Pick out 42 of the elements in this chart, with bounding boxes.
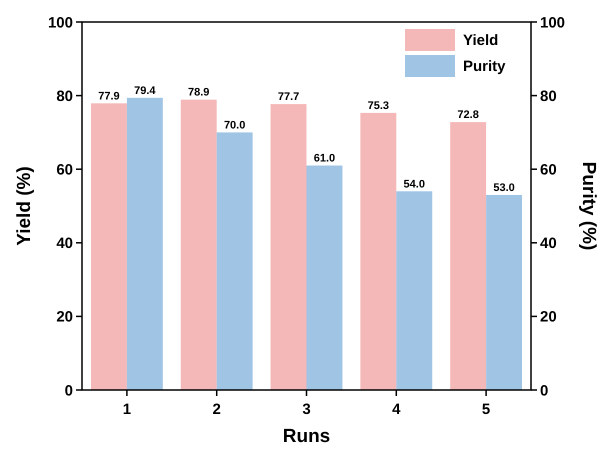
x-tick-label: 2 <box>212 401 221 418</box>
data-label: 75.3 <box>368 100 390 112</box>
x-tick-label: 5 <box>482 401 490 418</box>
y-tick-label: 0 <box>64 382 73 400</box>
bar <box>360 112 396 390</box>
y2-tick-label: 20 <box>540 308 557 326</box>
y-tick-label: 40 <box>56 235 73 252</box>
y-tick-label: 20 <box>56 308 73 326</box>
bar <box>180 100 217 390</box>
bar <box>450 122 486 390</box>
x-tick-label: 4 <box>392 401 402 418</box>
bar <box>216 132 253 390</box>
y-tick-label: 80 <box>56 88 73 105</box>
legend-label: Purity <box>463 58 506 75</box>
bar <box>126 98 163 390</box>
x-tick-label: 1 <box>122 401 132 418</box>
data-label: 61.0 <box>314 152 336 165</box>
bar <box>90 103 127 390</box>
y2-tick-label: 60 <box>540 161 557 178</box>
x-axis-title: Runs <box>282 426 330 447</box>
bar <box>306 166 342 390</box>
data-label: 77.7 <box>278 91 300 104</box>
data-label: 54.0 <box>404 178 425 190</box>
data-label: 77.9 <box>98 90 120 102</box>
y2-tick-label: 80 <box>540 88 557 105</box>
bar <box>270 104 306 390</box>
y-axis-title: Yield (%) <box>14 166 35 246</box>
y-tick-label: 100 <box>48 14 73 32</box>
data-label: 79.4 <box>134 84 156 97</box>
y2-tick-label: 0 <box>540 382 548 400</box>
y2-axis-title: Purity (%) <box>578 162 599 250</box>
y-tick-label: 60 <box>56 161 73 178</box>
y2-tick-label: 100 <box>540 14 566 32</box>
data-label: 78.9 <box>188 86 210 99</box>
bar <box>486 194 522 390</box>
bar <box>396 191 432 390</box>
x-tick-label: 3 <box>302 401 311 418</box>
data-label: 53.0 <box>493 182 515 194</box>
y2-tick-label: 40 <box>540 235 557 252</box>
legend-label: Yield <box>463 32 498 49</box>
data-label: 70.0 <box>224 119 246 132</box>
data-label: 72.8 <box>457 109 479 122</box>
